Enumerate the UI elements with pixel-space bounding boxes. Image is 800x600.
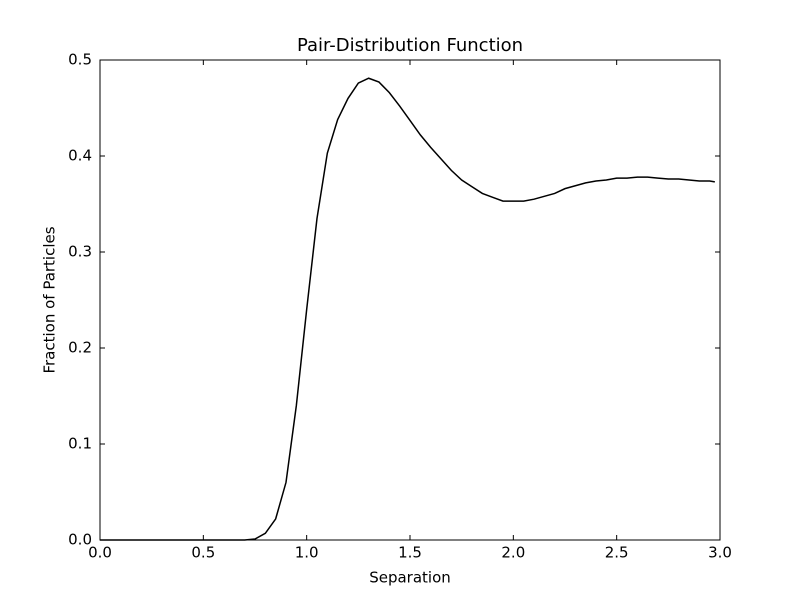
x-tick-label: 0.5 [191,544,215,562]
y-tick-label: 0.2 [68,339,92,357]
x-tick-label: 1.5 [398,544,422,562]
x-tick-label: 0.0 [88,544,112,562]
plot-frame [99,59,721,541]
y-tick-label: 0.3 [68,243,92,261]
x-tick-label: 1.0 [295,544,319,562]
x-tick-label: 2.5 [605,544,629,562]
y-axis-label: Fraction of Particles [41,226,59,373]
y-tick-label: 0.5 [68,51,92,69]
y-tick-label: 0.4 [68,147,92,165]
y-tick-label: 0.1 [68,435,92,453]
x-axis-label: Separation [369,569,451,587]
chart-title: Pair-Distribution Function [297,35,523,56]
x-tick-label: 3.0 [708,544,732,562]
y-tick-label: 0.0 [68,531,92,549]
x-tick-label: 2.0 [501,544,525,562]
